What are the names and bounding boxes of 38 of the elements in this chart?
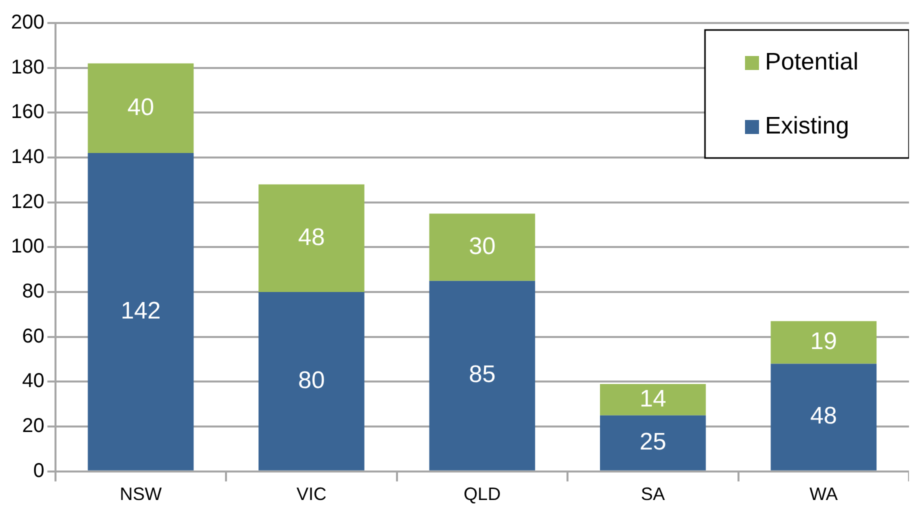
y-tick-label: 180 — [10, 56, 44, 78]
bar — [770, 364, 877, 470]
y-tick-label: 80 — [22, 280, 44, 303]
y-tick-label: 120 — [10, 190, 44, 213]
y-tick-label: 160 — [10, 101, 44, 124]
bar — [258, 292, 364, 470]
x-tick-label: SA — [640, 484, 665, 504]
bar — [88, 153, 194, 470]
y-tick-label: 200 — [10, 12, 44, 34]
x-tick-label: NSW — [120, 484, 162, 504]
y-tick-label: 100 — [10, 236, 44, 258]
x-tick-label: WA — [809, 484, 838, 504]
bar — [429, 280, 536, 470]
y-tick-label: 60 — [22, 325, 44, 348]
data-label: 30 — [468, 232, 496, 260]
data-label: 14 — [640, 385, 666, 412]
y-tick-label: 40 — [22, 370, 44, 392]
x-tick-label: VIC — [296, 484, 326, 504]
bar — [258, 184, 364, 292]
bar — [429, 214, 536, 281]
data-label: 25 — [640, 428, 666, 456]
data-label: 85 — [468, 361, 496, 388]
bar — [600, 384, 706, 416]
data-label: 80 — [298, 366, 325, 394]
data-label: 48 — [810, 402, 837, 430]
y-tick-label: 140 — [10, 146, 44, 168]
data-label: 142 — [120, 297, 161, 324]
bar — [600, 415, 706, 470]
data-label: 19 — [810, 328, 837, 356]
data-label: 40 — [127, 94, 154, 121]
bar — [88, 63, 194, 154]
legend-label: Potential — [765, 48, 858, 76]
x-tick-label: QLD — [464, 484, 501, 504]
legend-label: Existing — [765, 112, 850, 140]
y-tick-label: 0 — [33, 460, 44, 482]
y-tick-label: 20 — [22, 415, 44, 438]
data-label: 48 — [298, 224, 325, 251]
bar — [770, 321, 877, 364]
